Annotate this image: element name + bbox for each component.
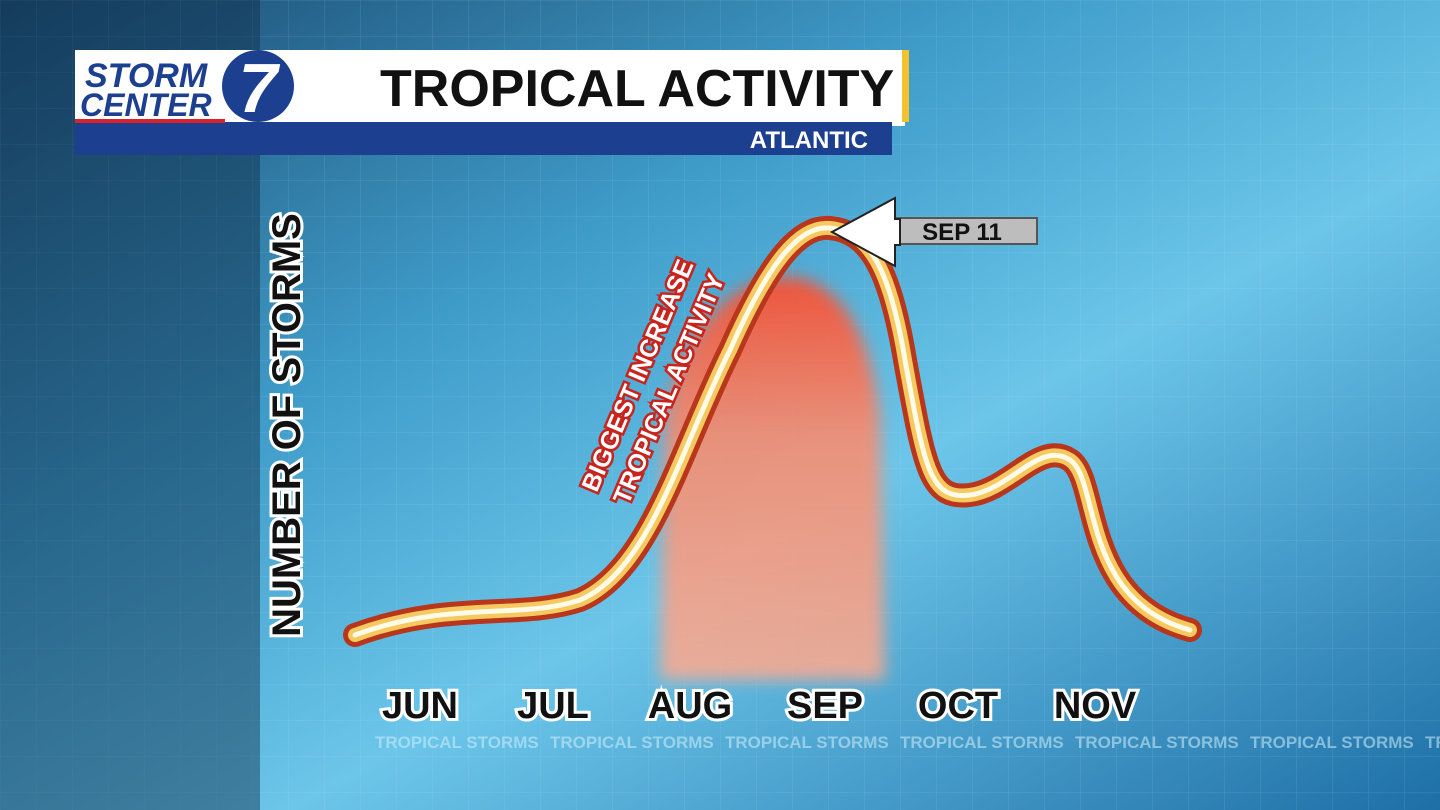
month-labels: JUN JUL AUG SEP OCT NOV	[379, 682, 1140, 730]
title: TROPICAL ACTIVITY	[380, 60, 894, 118]
ticker-text: TROPICAL STORMS	[1250, 733, 1414, 752]
logo-stripe	[75, 119, 225, 123]
logo-number: 7	[239, 49, 281, 127]
month-label: SEP	[787, 685, 863, 727]
y-axis-label: NUMBER OF STORMS	[265, 213, 309, 637]
month-label: AUG	[648, 685, 732, 727]
ticker-text: TROPICAL STORMS	[375, 733, 539, 752]
ticker-text: TROPICAL STORMS	[900, 733, 1064, 752]
month-label: OCT	[918, 685, 998, 727]
peak-label: SEP 11	[922, 219, 1002, 246]
peak-label-box	[884, 217, 1038, 245]
ticker-text: TROPICAL STORMS	[1075, 733, 1239, 752]
title-bar	[75, 50, 905, 126]
title-accent	[902, 50, 909, 122]
logo-circle	[222, 50, 294, 122]
month-label: NOV	[1054, 685, 1137, 727]
logo-line2: CENTER	[80, 87, 212, 123]
peak-arrow	[829, 196, 901, 268]
ticker-text: TROPICAL STORMS	[1425, 733, 1440, 752]
ticker-text: TROPICAL STORMS	[725, 733, 889, 752]
month-label: JUN	[382, 685, 458, 727]
month-label: JUL	[517, 685, 589, 727]
ticker-text: TROPICAL STORMS	[550, 733, 714, 752]
ticker: TROPICAL STORMS TROPICAL STORMS TROPICAL S…	[375, 733, 1440, 752]
subtitle: ATLANTIC	[750, 127, 868, 154]
subtitle-bar	[75, 122, 892, 155]
logo-line1: STORM	[85, 57, 208, 95]
